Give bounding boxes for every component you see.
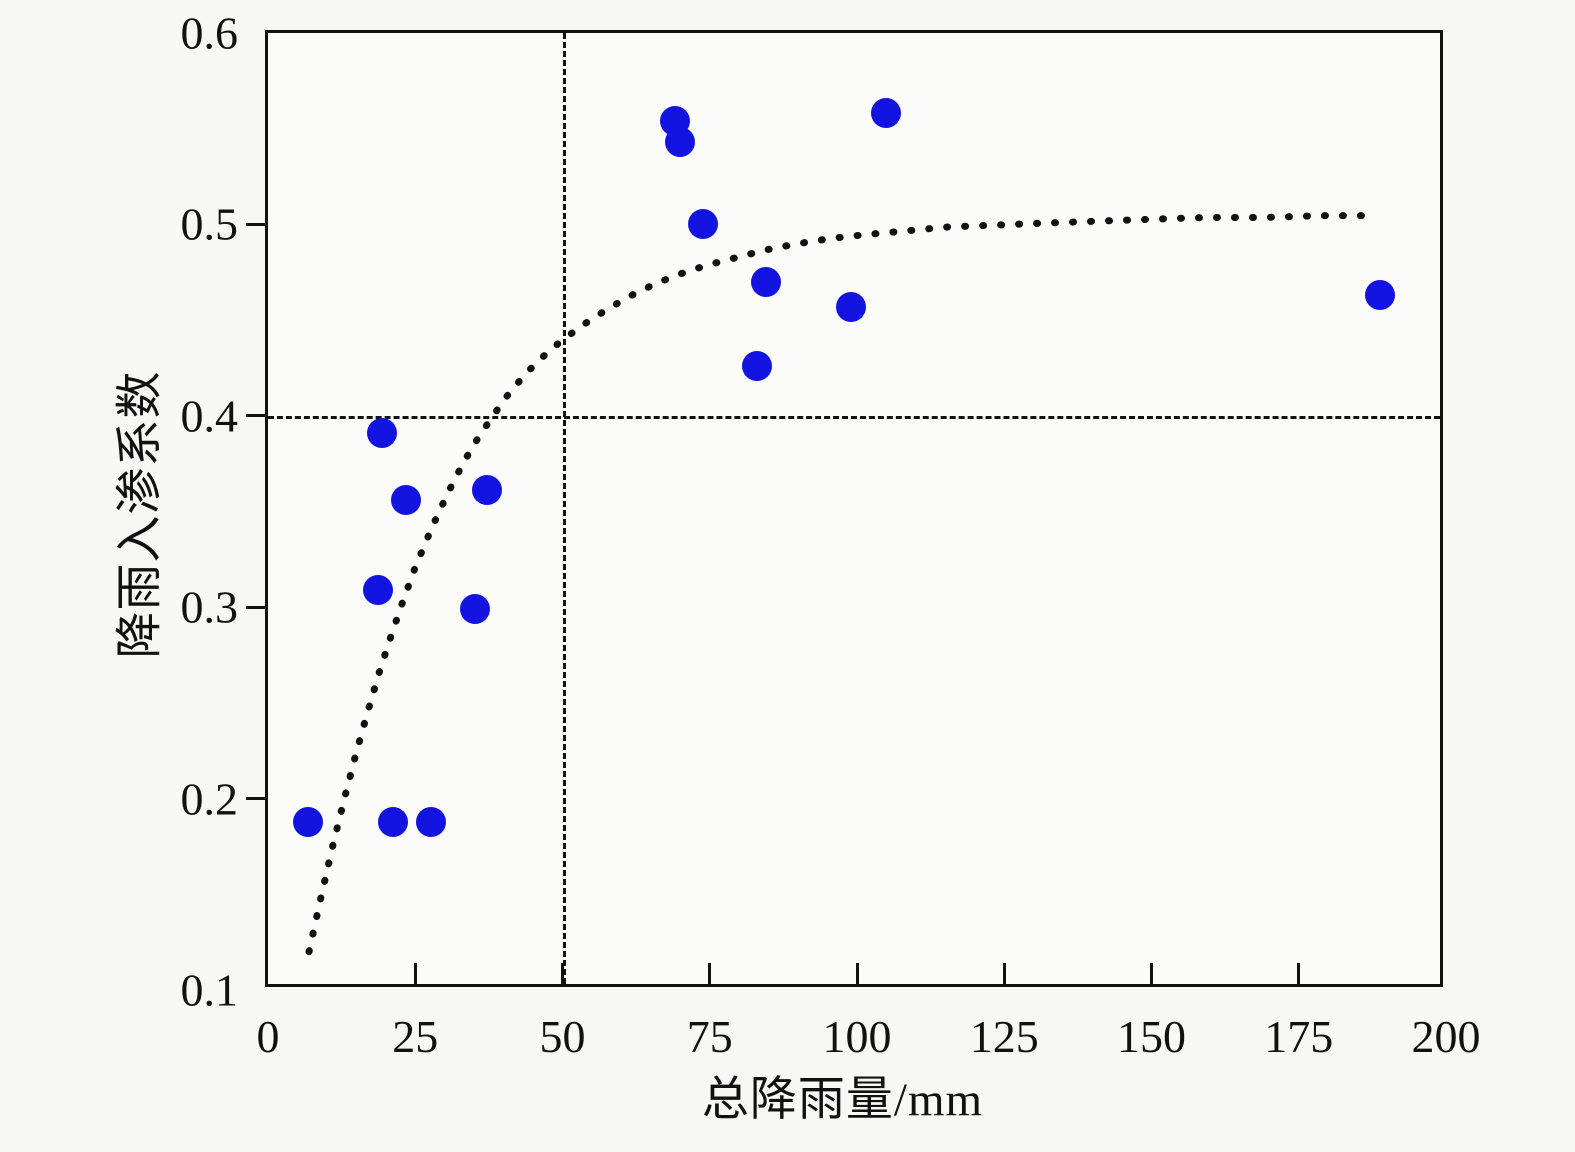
y-tick-mark (246, 414, 268, 418)
scatter-point (836, 291, 867, 322)
scatter-point (293, 806, 324, 837)
x-tick-mark (708, 963, 712, 985)
scatter-point (741, 351, 772, 382)
x-tick-mark (267, 963, 270, 985)
x-tick-label: 200 (1411, 1011, 1481, 1062)
y-tick-mark (246, 989, 268, 992)
x-tick-mark (855, 963, 859, 985)
scatter-point (870, 98, 901, 129)
horizontal-reference-line (268, 415, 1440, 419)
scatter-point (688, 209, 719, 240)
scatter-point (363, 574, 394, 605)
x-tick-label: 0 (256, 1011, 280, 1062)
y-axis-label: 降雨入渗系数 (114, 370, 167, 659)
scatter-point (390, 485, 421, 516)
y-tick-mark (246, 797, 268, 801)
scatter-point (416, 806, 447, 837)
scatter-point (751, 266, 782, 297)
vertical-reference-line (562, 33, 566, 984)
x-tick-label: 75 (686, 1011, 733, 1062)
x-tick-mark (1150, 963, 1153, 985)
x-tick-label: 25 (392, 1011, 439, 1062)
y-tick-label: 0.5 (180, 198, 239, 250)
x-tick-mark (1445, 963, 1448, 985)
y-tick-mark (246, 605, 268, 609)
y-tick-label: 0.4 (180, 390, 239, 442)
x-axis-label: 总降雨量/mm (701, 1074, 984, 1126)
scatter-point (665, 127, 696, 158)
x-tick-mark (561, 963, 564, 985)
y-tick-label: 0.6 (180, 7, 239, 59)
y-tick-label: 0.2 (180, 773, 239, 825)
x-tick-mark (413, 963, 417, 985)
x-tick-label: 125 (969, 1011, 1039, 1062)
x-tick-label: 100 (822, 1011, 892, 1062)
scatter-point (472, 475, 503, 506)
x-tick-label: 50 (539, 1011, 586, 1062)
scatter-point (367, 418, 398, 449)
y-tick-mark (246, 222, 268, 226)
y-tick-label: 0.1 (180, 964, 239, 1016)
x-tick-mark (1002, 963, 1006, 985)
plot-area: 0.1 0.2 0.3 0.4 0.5 0.6 0 25 50 75 100 125 150 175 20… (181, 8, 1481, 1063)
scatter-point (377, 806, 408, 837)
scatter-point (1365, 280, 1396, 311)
scatter-point (459, 594, 490, 625)
y-tick-label: 0.3 (180, 581, 239, 633)
x-tick-label: 175 (1264, 1011, 1334, 1062)
y-tick-mark (246, 32, 268, 35)
x-tick-label: 150 (1117, 1011, 1186, 1062)
x-tick-mark (1297, 963, 1301, 985)
fitted-curve (268, 33, 1440, 984)
